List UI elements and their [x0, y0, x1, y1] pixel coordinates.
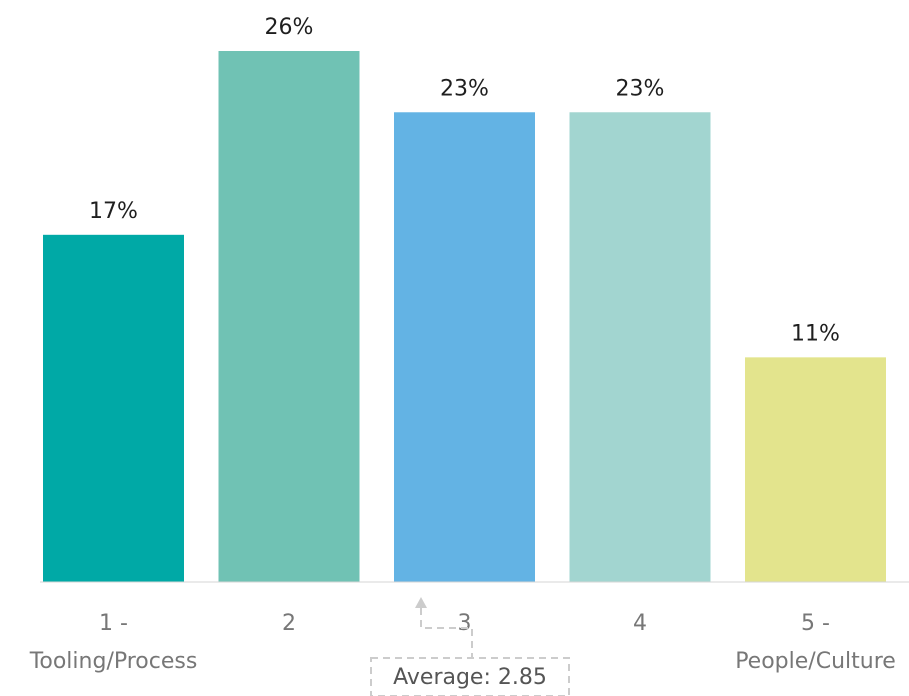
average-arrow-icon	[415, 597, 427, 608]
bar-5	[745, 357, 886, 582]
x-tick-label-1-line2: Tooling/Process	[29, 649, 198, 674]
x-tick-label-4: 4	[633, 611, 647, 636]
x-tick-label-2: 2	[282, 611, 296, 636]
value-label-3: 23%	[440, 76, 489, 101]
bars-group	[43, 51, 886, 582]
x-tick-label-5-line2: People/Culture	[735, 649, 896, 674]
x-tick-label-5: 5 -	[801, 611, 830, 636]
x-tick-label-3: 3	[458, 611, 472, 636]
value-label-4: 23%	[616, 76, 665, 101]
bar-2	[219, 51, 360, 582]
average-label-text: Average: 2.85	[393, 665, 547, 690]
bar-4	[570, 112, 711, 582]
bar-3	[394, 112, 535, 582]
x-tick-label-1: 1 -	[99, 611, 128, 636]
value-label-5: 11%	[791, 321, 840, 346]
value-label-2: 26%	[265, 15, 314, 40]
value-label-1: 17%	[89, 199, 138, 224]
bar-1	[43, 235, 184, 582]
